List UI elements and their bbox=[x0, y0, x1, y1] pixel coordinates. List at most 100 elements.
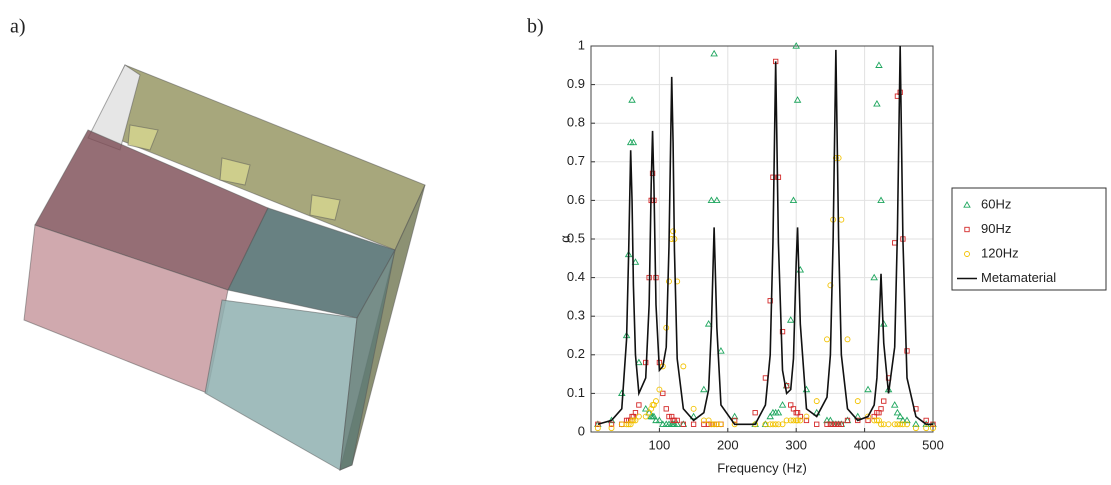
data-point bbox=[673, 420, 681, 427]
data-point bbox=[690, 405, 697, 412]
data-point bbox=[718, 421, 724, 428]
data-point bbox=[669, 413, 675, 420]
data-point bbox=[827, 421, 834, 427]
data-point bbox=[663, 406, 669, 412]
y-tick-label: 0.9 bbox=[567, 76, 585, 91]
data-point bbox=[769, 421, 776, 428]
data-point bbox=[655, 416, 664, 424]
data-point bbox=[912, 420, 920, 427]
data-point bbox=[636, 402, 642, 408]
data-point bbox=[635, 358, 643, 366]
data-point bbox=[783, 383, 790, 389]
data-point bbox=[833, 421, 839, 427]
data-point bbox=[783, 417, 790, 424]
data-point bbox=[641, 404, 650, 412]
data-point bbox=[854, 398, 861, 405]
data-point bbox=[793, 96, 802, 103]
data-point bbox=[870, 273, 878, 281]
y-tick-label: 0.3 bbox=[567, 308, 585, 323]
data-line bbox=[597, 45, 933, 426]
data-point bbox=[635, 413, 642, 420]
data-point bbox=[893, 408, 902, 416]
data-point bbox=[660, 390, 666, 397]
data-point bbox=[708, 421, 715, 428]
data-point bbox=[864, 385, 872, 393]
data-point bbox=[894, 421, 901, 428]
data-point bbox=[797, 417, 804, 424]
data-point bbox=[830, 421, 836, 427]
data-point bbox=[632, 410, 639, 416]
data-point bbox=[625, 421, 632, 428]
data-point bbox=[666, 278, 672, 285]
y-tick-label: 0.2 bbox=[567, 346, 585, 361]
data-point bbox=[838, 421, 844, 427]
data-point bbox=[789, 196, 798, 204]
axes-frame bbox=[590, 45, 934, 433]
x-tick-label: 200 bbox=[717, 437, 739, 452]
data-point bbox=[710, 49, 718, 57]
data-point bbox=[803, 413, 810, 420]
data-point bbox=[885, 421, 892, 428]
data-point bbox=[766, 412, 774, 420]
data-point bbox=[767, 298, 773, 304]
y-tick-label: 1 bbox=[578, 37, 585, 52]
legend-swatch bbox=[964, 251, 970, 257]
data-point bbox=[648, 405, 655, 412]
data-point bbox=[711, 421, 718, 428]
data-point bbox=[630, 417, 637, 424]
data-point bbox=[717, 347, 725, 354]
data-point bbox=[899, 421, 906, 428]
data-point bbox=[827, 282, 834, 289]
y-tick-label: 0.1 bbox=[567, 385, 585, 400]
data-point bbox=[873, 417, 880, 424]
data-point bbox=[713, 421, 720, 428]
data-point bbox=[778, 401, 787, 408]
data-point bbox=[705, 421, 712, 427]
data-point bbox=[824, 421, 830, 427]
data-point bbox=[881, 398, 887, 404]
legend-swatch bbox=[964, 226, 970, 233]
legend-label: Metamaterial bbox=[981, 270, 1056, 285]
data-point bbox=[790, 417, 797, 424]
data-point bbox=[803, 417, 810, 424]
data-point bbox=[642, 413, 649, 420]
data-point bbox=[826, 416, 835, 424]
data-point bbox=[891, 421, 898, 428]
render-3d bbox=[23, 64, 426, 471]
data-point bbox=[853, 412, 862, 420]
data-point bbox=[700, 385, 708, 393]
data-point bbox=[707, 196, 716, 204]
data-point bbox=[627, 421, 634, 428]
data-point bbox=[680, 421, 686, 427]
data-point bbox=[674, 417, 680, 424]
data-point bbox=[835, 421, 842, 427]
panel-label: b) bbox=[527, 16, 544, 38]
x-tick-label: 100 bbox=[649, 437, 671, 452]
data-point bbox=[752, 410, 758, 416]
data-point bbox=[794, 410, 801, 416]
x-tick-label: 400 bbox=[854, 437, 876, 452]
data-point bbox=[650, 412, 658, 420]
legend-label: 90Hz bbox=[981, 221, 1011, 236]
data-point bbox=[680, 363, 687, 370]
data-point bbox=[786, 316, 795, 323]
y-tick-label: 0.5 bbox=[567, 230, 585, 245]
data-point bbox=[873, 99, 881, 107]
data-point bbox=[671, 417, 678, 424]
data-point bbox=[877, 196, 885, 204]
x-tick-label: 500 bbox=[922, 437, 944, 452]
y-tick-label: 0 bbox=[578, 423, 585, 438]
panel-label: a) bbox=[10, 16, 26, 38]
data-point bbox=[814, 421, 820, 427]
y-tick-label: 0.4 bbox=[567, 269, 585, 284]
data-point bbox=[787, 417, 794, 424]
data-point bbox=[871, 413, 877, 420]
data-point bbox=[704, 320, 713, 327]
data-point bbox=[690, 421, 697, 427]
legend-label: 60Hz bbox=[981, 196, 1011, 211]
data-point bbox=[775, 421, 782, 428]
data-point bbox=[608, 421, 615, 427]
data-point bbox=[904, 421, 910, 428]
data-point bbox=[594, 425, 601, 432]
